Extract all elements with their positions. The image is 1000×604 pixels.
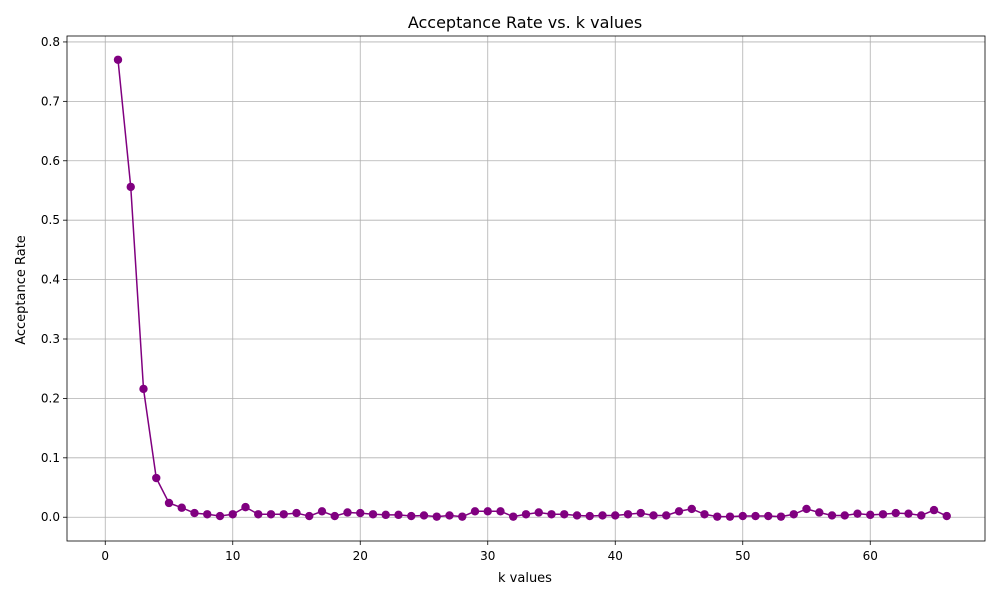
chart-title: Acceptance Rate vs. k values: [408, 13, 642, 32]
data-point: [215, 511, 225, 521]
x-axis-ticks: 0 10 20 30 40 50 60: [101, 541, 878, 563]
data-point: [802, 504, 811, 514]
data-point: [317, 507, 327, 516]
data-point: [330, 511, 339, 521]
x-tick-label: 40: [608, 549, 623, 563]
x-tick-label: 30: [480, 549, 495, 563]
data-point: [585, 511, 594, 521]
data-point: [190, 508, 199, 518]
y-tick-label: 0.3: [41, 332, 60, 346]
data-point: [598, 511, 607, 520]
data-point: [623, 510, 633, 519]
data-point: [611, 511, 620, 520]
data-point: [521, 510, 531, 519]
data-point: [126, 182, 135, 192]
data-point: [432, 512, 441, 521]
data-point: [776, 512, 786, 521]
x-axis-label: k values: [498, 571, 552, 586]
y-tick-label: 0.0: [41, 510, 60, 524]
data-point: [445, 511, 454, 520]
data-point: [394, 510, 403, 520]
data-point: [419, 511, 429, 520]
y-tick-label: 0.2: [41, 391, 60, 405]
x-tick-label: 60: [863, 549, 878, 563]
data-point: [572, 511, 582, 520]
data-point: [789, 510, 798, 519]
data-point: [305, 511, 314, 521]
data-point: [241, 502, 250, 512]
data-point: [891, 508, 900, 518]
y-tick-label: 0.8: [41, 35, 60, 49]
data-point: [368, 510, 378, 519]
data-point: [853, 509, 862, 518]
y-tick-label: 0.6: [41, 154, 60, 168]
data-point: [113, 55, 123, 64]
data-point: [827, 511, 837, 520]
y-tick-label: 0.5: [41, 213, 60, 227]
data-point: [751, 511, 760, 521]
data-point: [534, 508, 543, 517]
y-tick-label: 0.7: [41, 94, 60, 108]
data-series: [113, 55, 951, 521]
data-point: [381, 510, 390, 520]
y-tick-label: 0.4: [41, 273, 60, 287]
data-point: [713, 512, 722, 521]
y-axis-label: Acceptance Rate: [14, 235, 29, 345]
data-point: [164, 498, 174, 508]
data-point: [649, 511, 658, 520]
plot-frame: [66, 35, 986, 542]
data-point: [177, 503, 186, 512]
data-point: [662, 511, 671, 520]
data-point: [470, 507, 480, 516]
data-point: [866, 510, 875, 520]
data-point: [496, 507, 505, 516]
data-point: [917, 511, 926, 520]
y-axis-ticks: 0.0 0.1 0.2 0.3 0.4 0.5 0.6 0.7 0.8: [41, 35, 67, 524]
data-point: [560, 510, 569, 519]
x-tick-label: 0: [101, 549, 109, 563]
data-point: [878, 510, 888, 519]
x-tick-label: 10: [225, 549, 240, 563]
data-point: [674, 507, 684, 516]
data-point: [942, 511, 951, 521]
data-point: [203, 510, 212, 519]
data-point: [407, 511, 416, 521]
data-point: [815, 508, 824, 517]
data-point: [687, 504, 696, 514]
data-point: [547, 510, 556, 519]
data-point: [279, 510, 288, 519]
data-point: [929, 505, 939, 515]
data-point: [509, 512, 518, 521]
data-point: [254, 510, 263, 519]
data-point: [725, 512, 735, 521]
data-point: [139, 384, 148, 394]
data-point: [840, 511, 849, 520]
data-point: [228, 510, 237, 519]
x-tick-label: 20: [353, 549, 368, 563]
data-point: [152, 473, 161, 483]
data-point: [636, 508, 645, 518]
data-point: [483, 507, 492, 516]
data-point: [700, 510, 709, 519]
x-tick-label: 50: [735, 549, 750, 563]
data-point: [356, 508, 365, 518]
data-point: [764, 511, 773, 521]
data-point: [343, 508, 352, 517]
data-point: [458, 512, 467, 521]
data-point: [904, 509, 913, 518]
data-point: [292, 508, 301, 518]
y-tick-label: 0.1: [41, 451, 60, 465]
data-point: [266, 510, 276, 519]
data-point: [738, 511, 747, 521]
